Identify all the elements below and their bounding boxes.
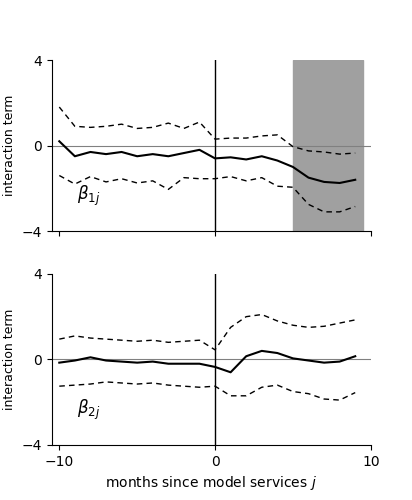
Y-axis label: interaction term: interaction term <box>3 95 16 196</box>
Text: $\beta_{2j}$: $\beta_{2j}$ <box>77 398 100 422</box>
Text: $\beta_{1j}$: $\beta_{1j}$ <box>77 184 100 208</box>
X-axis label: months since model services $j$: months since model services $j$ <box>105 474 317 492</box>
Y-axis label: interaction term: interaction term <box>3 309 16 410</box>
Bar <box>293 60 363 231</box>
